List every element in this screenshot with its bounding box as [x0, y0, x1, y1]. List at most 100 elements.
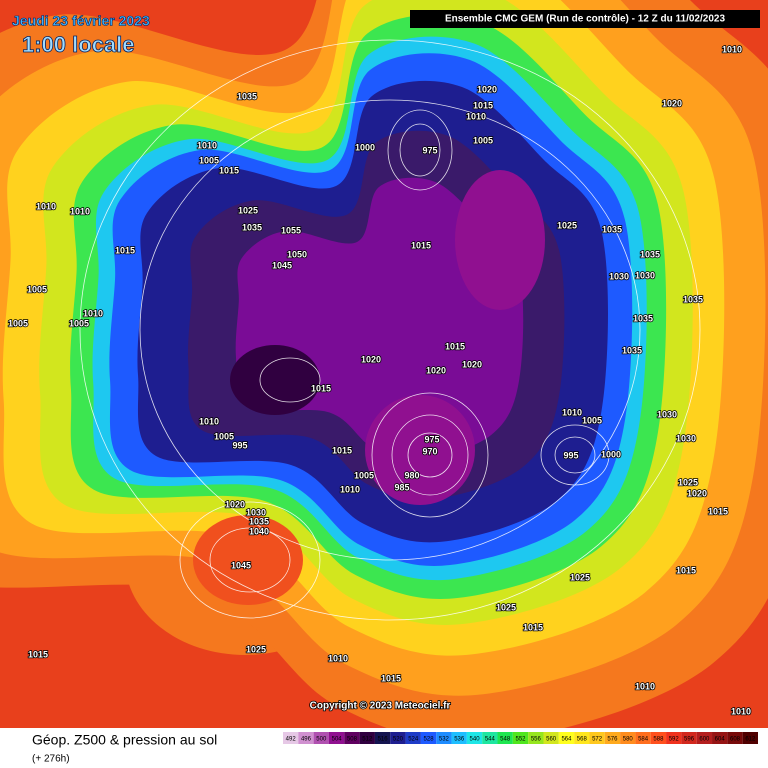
- pressure-label: 1015: [473, 100, 493, 110]
- color-swatch: [528, 732, 544, 744]
- colorbar: 492 496 500 504 508 512 516 520 524 528 532 536 540 5…: [283, 732, 758, 744]
- legend-title: Géop. Z500 & pression au sol: [32, 732, 217, 748]
- pressure-label: 1015: [115, 245, 135, 255]
- color-swatch: [420, 732, 437, 744]
- color-swatch: [359, 732, 375, 744]
- pressure-label: 1015: [523, 622, 543, 632]
- color-swatch: [635, 732, 651, 744]
- isobar: [259, 357, 321, 403]
- colorbar-tick-label: 492: [286, 737, 297, 743]
- color-swatch: [482, 732, 498, 744]
- color-swatch: [436, 732, 452, 744]
- color-swatch: [374, 732, 391, 744]
- pressure-label: 1040: [249, 526, 269, 536]
- color-swatch: [696, 732, 713, 744]
- colorbar-tick-label: 552: [515, 737, 526, 743]
- colorbar-tick-label: 612: [745, 737, 756, 743]
- colorbar-tick-label: 584: [638, 737, 649, 743]
- pressure-label: 1010: [466, 111, 486, 121]
- colorbar-tick-label: 540: [470, 737, 481, 743]
- local-time: 1:00 locale: [22, 32, 135, 57]
- color-swatch: [390, 732, 406, 744]
- color-swatch: [589, 732, 605, 744]
- pressure-label: 1030: [676, 433, 696, 443]
- pressure-label: 1025: [238, 205, 258, 215]
- pressure-label: 1020: [361, 354, 381, 364]
- pressure-label: 1035: [683, 294, 703, 304]
- color-swatch: [712, 732, 728, 744]
- pressure-label: 980: [404, 470, 419, 480]
- color-swatch: [727, 732, 743, 744]
- pressure-label: 1010: [722, 44, 742, 54]
- colorbar-tick-label: 600: [699, 737, 710, 743]
- pressure-label: 1015: [219, 165, 239, 175]
- pressure-label: 1020: [477, 84, 497, 94]
- geopotential-field: [0, 0, 768, 728]
- isobar: [391, 414, 469, 496]
- pressure-label: 1050: [287, 249, 307, 259]
- pressure-label: 1020: [462, 359, 482, 369]
- isobar: [79, 39, 701, 621]
- pressure-label: 1010: [731, 706, 751, 716]
- pressure-label: 1015: [445, 341, 465, 351]
- colorbar-tick-label: 596: [684, 737, 695, 743]
- color-swatch: [313, 732, 329, 744]
- pressure-label: 1005: [354, 470, 374, 480]
- color-swatch: [620, 732, 636, 744]
- pressure-label: 1010: [328, 653, 348, 663]
- colorbar-tick-label: 512: [362, 737, 373, 743]
- color-swatch: [283, 732, 299, 744]
- pressure-label: 1015: [676, 565, 696, 575]
- pressure-label: 1015: [411, 240, 431, 250]
- pressure-label: 1010: [340, 484, 360, 494]
- low-core: [230, 345, 320, 415]
- color-swatch: [405, 732, 421, 744]
- pressure-label: 1025: [557, 220, 577, 230]
- color-swatch: [604, 732, 621, 744]
- colorbar-tick-label: 556: [531, 737, 542, 743]
- color-swatch: [574, 732, 590, 744]
- pressure-label: 1035: [242, 222, 262, 232]
- pressure-label: 1035: [640, 249, 660, 259]
- isobar: [179, 501, 321, 619]
- pressure-label: 1045: [272, 260, 292, 270]
- pressure-label: 1005: [582, 415, 602, 425]
- pressure-label: 975: [424, 434, 439, 444]
- colorbar-tick-label: 516: [378, 737, 389, 743]
- run-box: [410, 10, 760, 28]
- isobar: [139, 99, 641, 561]
- pressure-label: 1010: [197, 140, 217, 150]
- pressure-label: 1035: [622, 345, 642, 355]
- run-info: Ensemble CMC GEM (Run de contrôle) - 12 …: [445, 14, 726, 25]
- colorbar-tick-label: 568: [577, 737, 588, 743]
- colorbar-tick-label: 580: [623, 737, 634, 743]
- isobar: [554, 436, 596, 474]
- pressure-label: 1045: [231, 560, 251, 570]
- low-core: [455, 170, 545, 310]
- colorbar-tick-label: 496: [301, 737, 312, 743]
- isobars: [79, 39, 701, 621]
- color-swatch: [650, 732, 667, 744]
- pressure-label: 1030: [246, 507, 266, 517]
- pressure-label: 1005: [8, 318, 28, 328]
- pressure-label: 1035: [633, 313, 653, 323]
- colorbar-tick-label: 548: [500, 737, 511, 743]
- colorbar-tick-label: 576: [607, 737, 618, 743]
- pressure-label: 1005: [214, 431, 234, 441]
- pressure-label: 1005: [69, 318, 89, 328]
- color-swatch: [497, 732, 513, 744]
- pressure-label: 1030: [657, 409, 677, 419]
- pressure-label: 1000: [601, 449, 621, 459]
- pressure-label: 1015: [28, 649, 48, 659]
- pressure-label: 1005: [199, 155, 219, 165]
- pressure-label: 1010: [36, 201, 56, 211]
- pressure-label: 1020: [687, 488, 707, 498]
- pressure-label: 1010: [199, 416, 219, 426]
- pressure-label: 1000: [355, 142, 375, 152]
- pressure-label: 1015: [311, 383, 331, 393]
- colorbar-tick-label: 560: [546, 737, 557, 743]
- lead-time: (+ 276h): [32, 754, 70, 765]
- pressure-label: 975: [422, 145, 437, 155]
- pressure-label: 1035: [249, 516, 269, 526]
